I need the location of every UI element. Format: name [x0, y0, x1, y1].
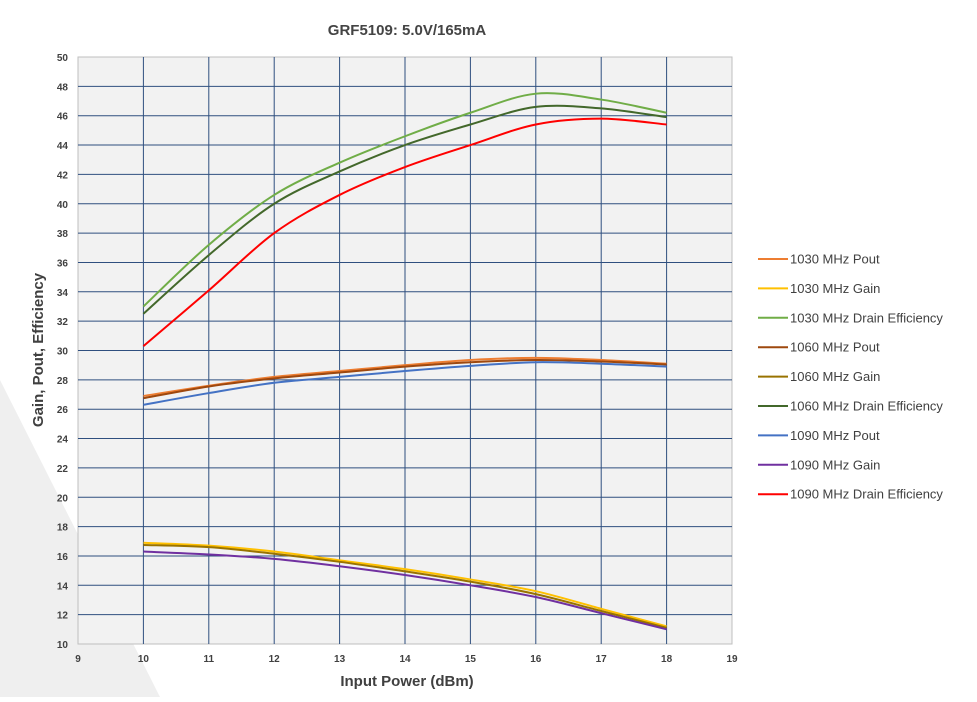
- legend-label-1090-mhz-pout: 1090 MHz Pout: [790, 428, 880, 443]
- series-line-1090-mhz-drain-efficiency: [142, 117, 667, 347]
- x-tick-label: 13: [334, 654, 346, 665]
- series-line-1030-mhz-drain-efficiency: [142, 92, 667, 308]
- series-line-1060-mhz-drain-efficiency: [142, 104, 667, 315]
- y-tick-label: 18: [57, 523, 69, 534]
- series-line-1090-mhz-gain: [143, 550, 667, 631]
- y-tick-label: 44: [57, 141, 69, 152]
- y-tick-label: 50: [57, 53, 69, 64]
- x-tick-label: 12: [269, 654, 281, 665]
- series-line-1090-mhz-pout: [143, 361, 667, 406]
- y-tick-label: 42: [57, 170, 69, 181]
- x-tick-label: 16: [530, 654, 542, 665]
- y-tick-label: 12: [57, 611, 69, 622]
- y-tick-label: 36: [57, 258, 69, 269]
- y-axis-ticks: 10 12 14 16 18 20 22 24 26 28 30 32 34 36 38 40 42 44 46 48…: [57, 53, 69, 651]
- series-lines: [142, 92, 667, 631]
- y-tick-label: 30: [57, 347, 69, 358]
- y-tick-label: 32: [57, 317, 69, 328]
- legend-label-1030-mhz-drain-efficiency: 1030 MHz Drain Efficiency: [790, 310, 943, 325]
- y-tick-label: 20: [57, 493, 69, 504]
- y-axis-title: Gain, Pout, Efficiency: [30, 272, 47, 427]
- y-tick-label: 28: [57, 376, 69, 387]
- series-line-1030-mhz-gain: [143, 541, 667, 628]
- x-tick-label: 18: [661, 654, 673, 665]
- legend-label-1030-mhz-gain: 1030 MHz Gain: [790, 281, 880, 296]
- x-tick-label: 11: [204, 654, 215, 665]
- y-tick-label: 24: [57, 435, 69, 446]
- x-tick-label: 14: [399, 654, 411, 665]
- y-tick-label: 48: [57, 82, 69, 93]
- y-tick-label: 40: [57, 200, 69, 211]
- series-line-1060-mhz-pout: [143, 359, 667, 400]
- x-tick-label: 10: [138, 654, 150, 665]
- y-tick-label: 46: [57, 112, 69, 123]
- x-tick-label: 17: [596, 654, 608, 665]
- x-axis-title: Input Power (dBm): [340, 673, 473, 690]
- y-tick-label: 10: [57, 640, 69, 651]
- series-line-1060-mhz-gain: [143, 543, 667, 629]
- legend-label-1090-mhz-gain: 1090 MHz Gain: [790, 457, 880, 472]
- y-tick-label: 22: [57, 464, 69, 475]
- gridlines: [78, 57, 732, 644]
- legend-label-1030-mhz-pout: 1030 MHz Pout: [790, 252, 880, 267]
- legend-label-1090-mhz-drain-efficiency: 1090 MHz Drain Efficiency: [790, 487, 943, 502]
- legend-label-1060-mhz-pout: 1060 MHz Pout: [790, 340, 880, 355]
- chart-title: GRF5109: 5.0V/165mA: [328, 22, 487, 39]
- y-tick-label: 14: [57, 581, 69, 592]
- legend-label-1060-mhz-gain: 1060 MHz Gain: [790, 369, 880, 384]
- y-tick-label: 38: [57, 229, 69, 240]
- y-tick-label: 34: [57, 288, 69, 299]
- x-tick-label: 9: [75, 654, 81, 665]
- legend: 1030 MHz Pout 1030 MHz Gain 1030 MHz Drain…: [758, 252, 943, 502]
- x-tick-label: 15: [465, 654, 477, 665]
- y-tick-label: 16: [57, 552, 69, 563]
- x-axis-ticks: 9 10 11 12 13 14 15 16 17 18 19: [75, 654, 738, 665]
- y-tick-label: 26: [57, 405, 69, 416]
- x-tick-label: 19: [726, 654, 738, 665]
- legend-label-1060-mhz-drain-efficiency: 1060 MHz Drain Efficiency: [790, 399, 943, 414]
